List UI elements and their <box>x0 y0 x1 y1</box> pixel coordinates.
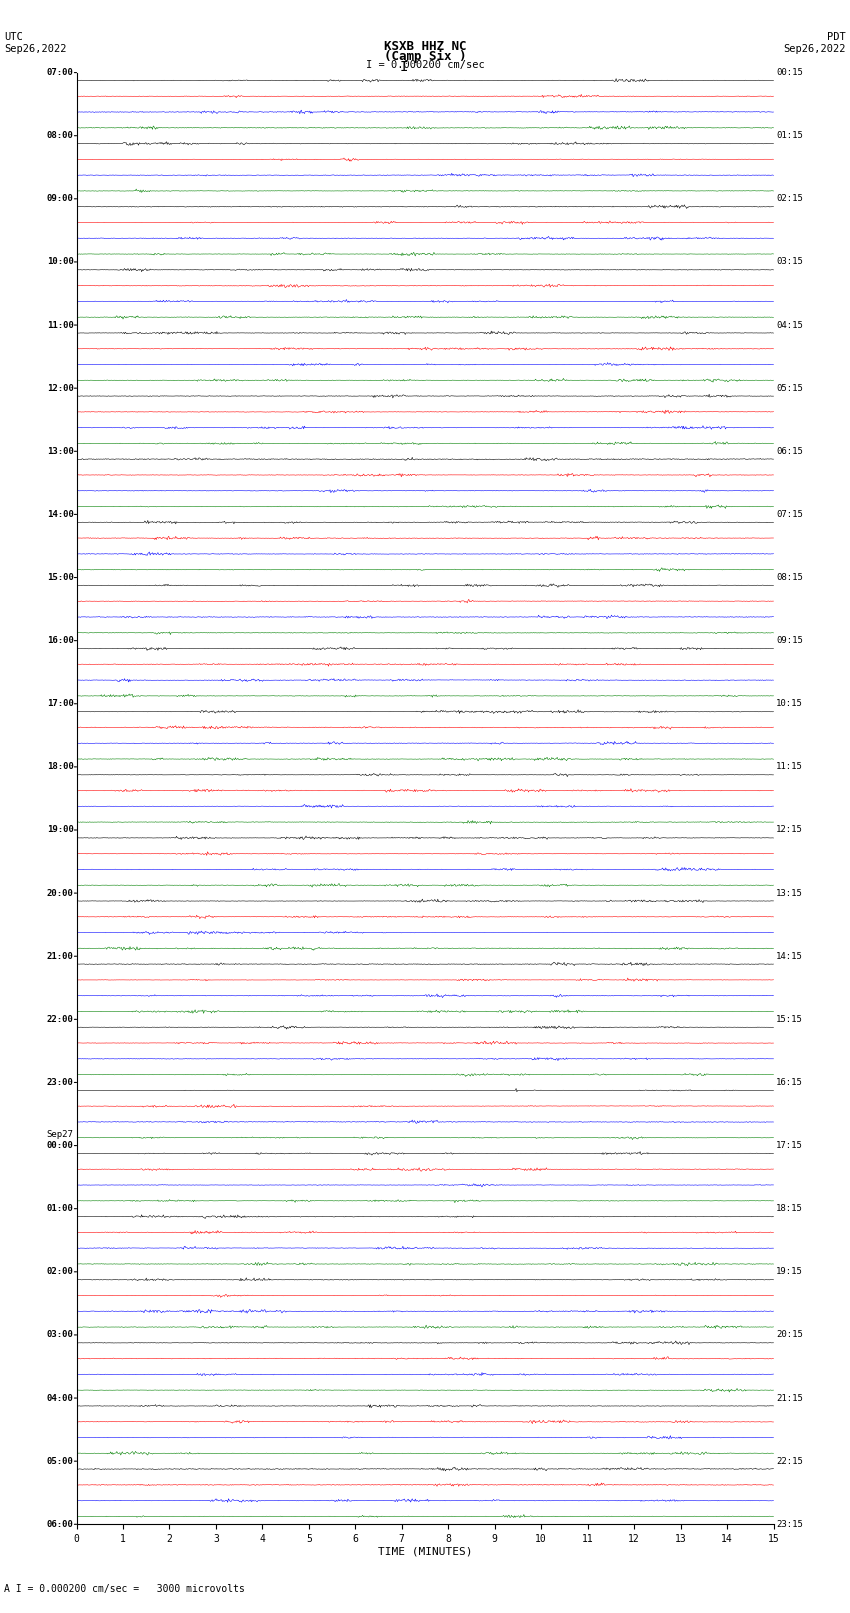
Text: 06:15: 06:15 <box>776 447 803 456</box>
Text: 08:15: 08:15 <box>776 573 803 582</box>
Text: PDT
Sep26,2022: PDT Sep26,2022 <box>783 32 846 53</box>
Text: 19:15: 19:15 <box>776 1268 803 1276</box>
Text: 20:00: 20:00 <box>47 889 74 897</box>
Text: 01:15: 01:15 <box>776 131 803 140</box>
Text: 06:00: 06:00 <box>47 1519 74 1529</box>
Text: 17:15: 17:15 <box>776 1140 803 1150</box>
Text: 05:15: 05:15 <box>776 384 803 392</box>
Text: 11:15: 11:15 <box>776 763 803 771</box>
Text: 21:15: 21:15 <box>776 1394 803 1403</box>
Text: 11:00: 11:00 <box>47 321 74 329</box>
Text: 03:00: 03:00 <box>47 1331 74 1339</box>
Text: 22:15: 22:15 <box>776 1457 803 1466</box>
Text: 16:15: 16:15 <box>776 1077 803 1087</box>
Text: KSXB HHZ NC: KSXB HHZ NC <box>383 40 467 53</box>
Text: 02:15: 02:15 <box>776 194 803 203</box>
Text: 00:15: 00:15 <box>776 68 803 77</box>
Text: 10:00: 10:00 <box>47 258 74 266</box>
Text: 17:00: 17:00 <box>47 700 74 708</box>
Text: 10:15: 10:15 <box>776 700 803 708</box>
Text: 08:00: 08:00 <box>47 131 74 140</box>
Text: 18:15: 18:15 <box>776 1205 803 1213</box>
Text: 07:15: 07:15 <box>776 510 803 519</box>
Text: 20:15: 20:15 <box>776 1331 803 1339</box>
Text: 18:00: 18:00 <box>47 763 74 771</box>
Text: 15:15: 15:15 <box>776 1015 803 1024</box>
Text: 04:15: 04:15 <box>776 321 803 329</box>
Text: I = 0.000200 cm/sec: I = 0.000200 cm/sec <box>366 60 484 69</box>
Text: 13:00: 13:00 <box>47 447 74 456</box>
Text: 07:00: 07:00 <box>47 68 74 77</box>
Text: A I = 0.000200 cm/sec =   3000 microvolts: A I = 0.000200 cm/sec = 3000 microvolts <box>4 1584 245 1594</box>
Text: 02:00: 02:00 <box>47 1268 74 1276</box>
Text: 05:00: 05:00 <box>47 1457 74 1466</box>
Text: 09:00: 09:00 <box>47 194 74 203</box>
Text: (Camp Six ): (Camp Six ) <box>383 50 467 63</box>
X-axis label: TIME (MINUTES): TIME (MINUTES) <box>377 1547 473 1557</box>
Text: 16:00: 16:00 <box>47 636 74 645</box>
Text: Sep27: Sep27 <box>47 1131 74 1139</box>
Text: 03:15: 03:15 <box>776 258 803 266</box>
Text: 01:00: 01:00 <box>47 1205 74 1213</box>
Text: 14:00: 14:00 <box>47 510 74 519</box>
Text: 23:15: 23:15 <box>776 1519 803 1529</box>
Text: 12:15: 12:15 <box>776 826 803 834</box>
Text: I: I <box>400 60 408 74</box>
Text: 19:00: 19:00 <box>47 826 74 834</box>
Text: 12:00: 12:00 <box>47 384 74 392</box>
Text: 04:00: 04:00 <box>47 1394 74 1403</box>
Text: 15:00: 15:00 <box>47 573 74 582</box>
Text: 13:15: 13:15 <box>776 889 803 897</box>
Text: UTC
Sep26,2022: UTC Sep26,2022 <box>4 32 67 53</box>
Text: 21:00: 21:00 <box>47 952 74 961</box>
Text: 23:00: 23:00 <box>47 1077 74 1087</box>
Text: 22:00: 22:00 <box>47 1015 74 1024</box>
Text: 09:15: 09:15 <box>776 636 803 645</box>
Text: 00:00: 00:00 <box>47 1140 74 1150</box>
Text: 14:15: 14:15 <box>776 952 803 961</box>
